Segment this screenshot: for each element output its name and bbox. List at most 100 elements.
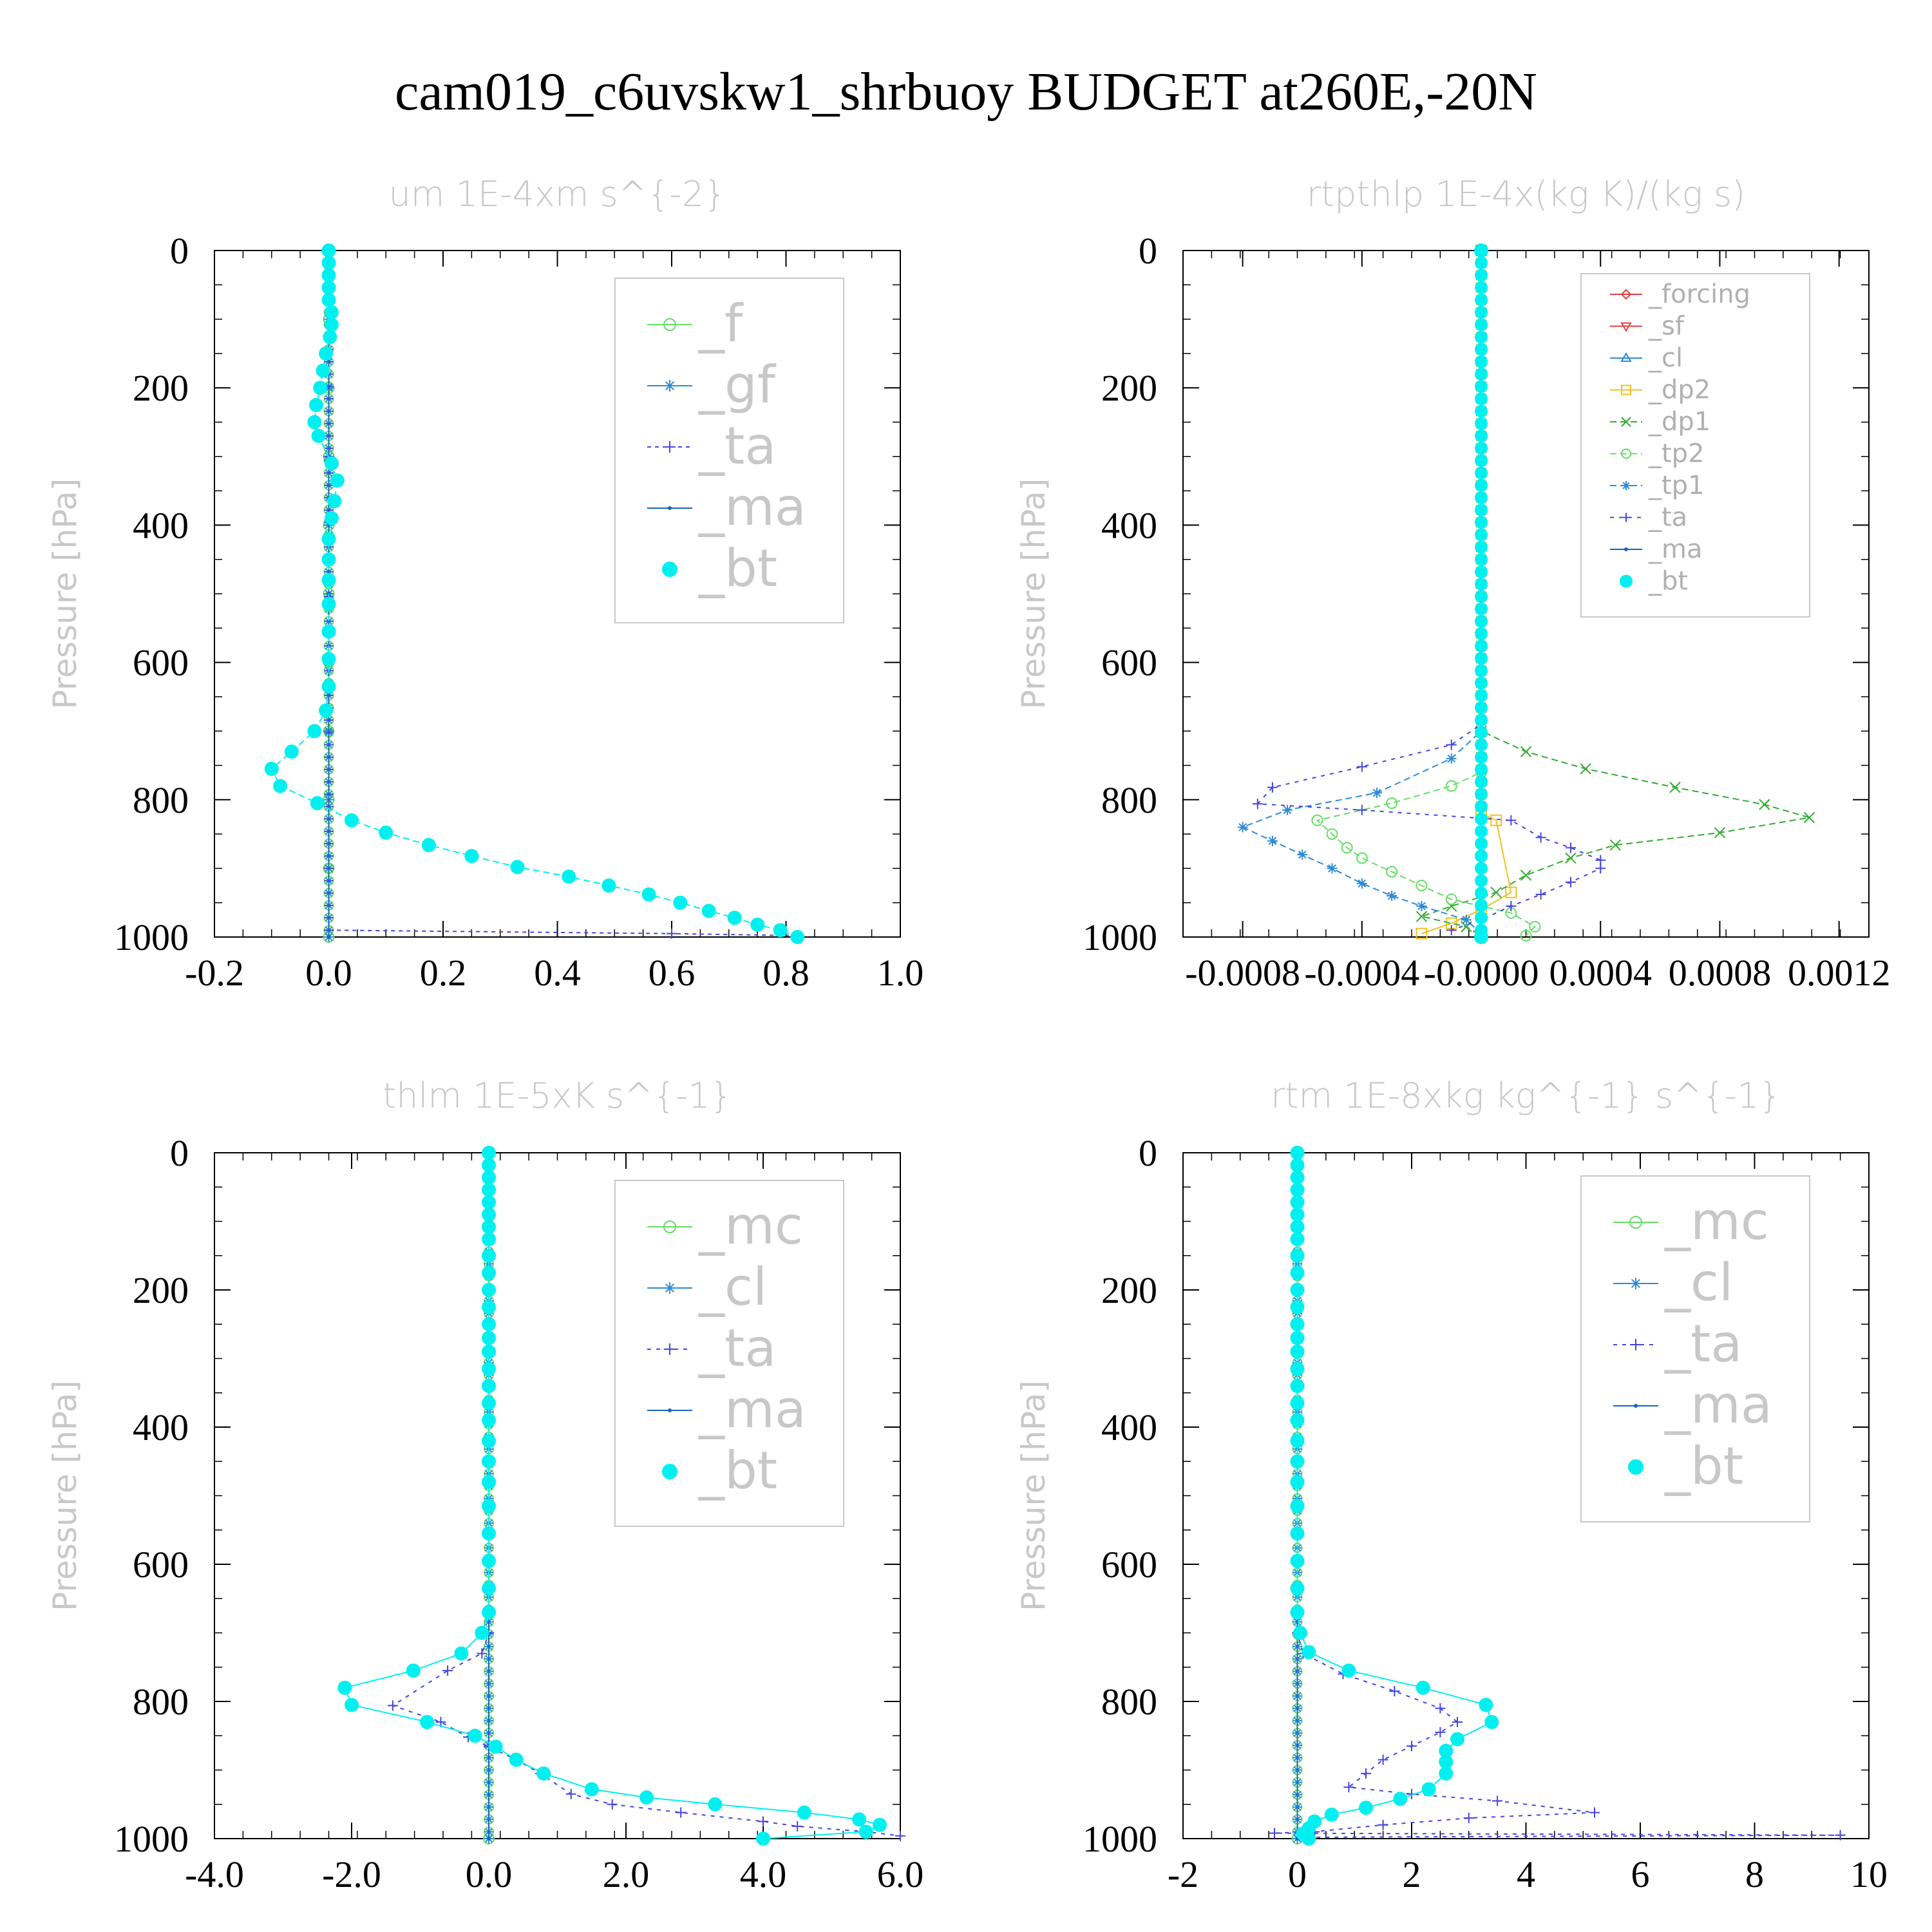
legend-item: _f	[647, 294, 744, 354]
data-point	[1356, 761, 1367, 772]
data-point	[482, 1475, 496, 1490]
y-tick-label: 1000	[114, 916, 189, 958]
chart-panel: thlm 1E-5xK s^{-1} Pressure [hPa] -4.0 -2.0…	[46, 1075, 923, 1895]
data-point	[321, 280, 336, 295]
data-point	[1475, 293, 1488, 307]
data-point	[1290, 1146, 1305, 1160]
data-point	[1463, 1813, 1474, 1824]
data-point	[1290, 1182, 1305, 1197]
data-point	[1421, 1782, 1436, 1797]
data-point	[1475, 714, 1488, 727]
data-point	[1475, 244, 1488, 257]
data-point	[1595, 863, 1606, 874]
data-point	[673, 895, 688, 910]
series	[337, 1146, 887, 1846]
data-point	[1535, 832, 1546, 843]
data-point	[1341, 842, 1353, 854]
data-point	[316, 363, 330, 378]
y-tick-label: 400	[1101, 1406, 1157, 1448]
data-point	[1475, 837, 1488, 851]
data-point	[641, 887, 656, 902]
data-point	[1492, 1795, 1503, 1806]
data-point	[1439, 1743, 1454, 1758]
legend-marker	[1621, 417, 1631, 427]
y-axis-label: Pressure [hPa]	[46, 1380, 84, 1611]
x-tick-label: 0	[1288, 1853, 1307, 1895]
data-point	[601, 878, 616, 893]
y-tick-label: 1000	[1083, 916, 1157, 958]
data-point	[1475, 590, 1488, 603]
data-point	[1435, 1727, 1446, 1738]
data-point	[323, 330, 337, 345]
legend-item: _tp1	[1610, 471, 1705, 500]
data-point	[482, 1454, 496, 1469]
series-line	[270, 251, 798, 938]
chart-panel: rtpthlp 1E-4x(kg K)/(kg s) Pressure [hPa]…	[1015, 174, 1890, 994]
data-point	[1450, 1732, 1464, 1747]
data-point	[509, 1752, 524, 1767]
data-point	[1461, 914, 1472, 925]
legend-marker	[664, 441, 676, 453]
legend-label: _gf	[698, 355, 777, 415]
x-tick-label: 4.0	[740, 1853, 787, 1895]
data-point	[1475, 367, 1488, 381]
series	[1311, 245, 1541, 942]
data-point	[1475, 429, 1488, 442]
legend-marker	[1620, 574, 1633, 588]
data-point	[379, 825, 393, 840]
x-tick-label: 0.8	[762, 952, 810, 994]
legend-label: _sf	[1648, 312, 1685, 341]
data-point	[454, 1646, 469, 1661]
data-point	[406, 1663, 421, 1678]
data-point	[1311, 814, 1323, 826]
legend-label: _cl	[698, 1257, 767, 1317]
series	[1252, 245, 1606, 936]
data-point	[1290, 1283, 1305, 1297]
x-tick-label: -0.0004	[1304, 952, 1419, 994]
y-tick-label: 800	[1101, 1681, 1157, 1723]
x-tick-label: 2	[1403, 1853, 1421, 1895]
data-point	[1475, 701, 1488, 714]
data-point	[1378, 1819, 1388, 1830]
legend-item: _bt	[662, 538, 777, 598]
data-point	[1290, 1379, 1305, 1394]
y-tick-label: 0	[170, 1132, 189, 1174]
data-point	[321, 292, 336, 307]
data-point	[1290, 1553, 1305, 1568]
data-point	[482, 1248, 496, 1263]
data-point	[330, 473, 345, 488]
data-point	[482, 1146, 496, 1160]
data-point	[895, 1830, 905, 1841]
legend-item: _mc	[647, 1196, 803, 1256]
data-point	[873, 1817, 887, 1832]
data-point	[345, 1698, 359, 1712]
data-point	[852, 1812, 867, 1827]
data-point	[321, 596, 336, 611]
legend-label: _ma	[1648, 535, 1702, 564]
data-point	[797, 1805, 811, 1820]
x-tick-label: 0.0	[466, 1853, 513, 1895]
series	[1474, 243, 1489, 944]
data-point	[1475, 639, 1488, 653]
data-point	[1416, 911, 1428, 922]
data-point	[1475, 540, 1488, 554]
data-point	[756, 1832, 770, 1846]
legend-item: _ma	[647, 477, 806, 537]
series-line	[1241, 251, 1482, 934]
plot-frame	[1182, 1152, 1870, 1839]
data-point	[1835, 1830, 1846, 1841]
data-point	[1446, 925, 1457, 936]
data-point	[792, 1821, 803, 1832]
legend-label: _cl	[1664, 1253, 1733, 1312]
data-point	[1475, 442, 1488, 455]
data-point	[482, 1499, 496, 1513]
data-point	[321, 624, 336, 639]
data-point	[1386, 866, 1398, 878]
x-tick-label: 0.6	[649, 952, 696, 994]
data-point	[1290, 1331, 1305, 1345]
data-point	[442, 1665, 453, 1676]
data-point	[482, 1300, 496, 1314]
data-point	[1475, 330, 1488, 344]
data-point	[1290, 1361, 1305, 1376]
data-point	[701, 904, 716, 918]
